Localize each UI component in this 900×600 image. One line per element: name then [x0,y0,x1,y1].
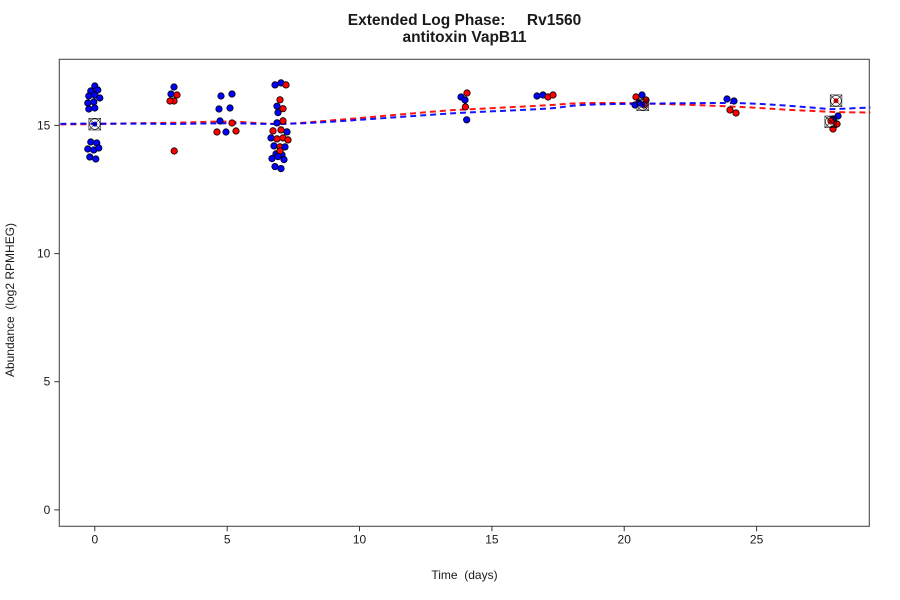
svg-text:15: 15 [485,532,499,546]
svg-text:10: 10 [37,247,51,261]
svg-text:5: 5 [44,375,51,389]
svg-text:5: 5 [224,532,231,546]
svg-text:20: 20 [618,532,632,546]
svg-text:25: 25 [750,532,764,546]
svg-text:10: 10 [353,532,367,546]
svg-text:15: 15 [37,118,51,132]
svg-text:0: 0 [44,503,51,517]
svg-text:0: 0 [91,532,98,546]
